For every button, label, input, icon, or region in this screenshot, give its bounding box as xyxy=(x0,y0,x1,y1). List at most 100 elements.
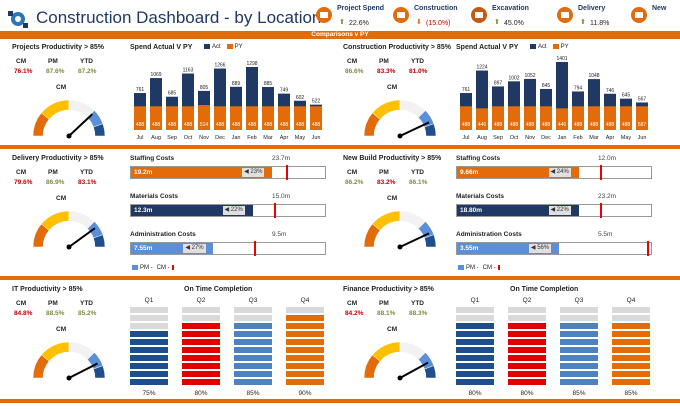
completion-cell xyxy=(130,339,168,345)
gauge-label: CM xyxy=(387,326,398,333)
cost-pct-tag: ◀ 22% xyxy=(222,206,245,215)
chart-title: Spend Actual V PY xyxy=(130,44,193,51)
arrow-down-icon: ⬇ xyxy=(416,19,422,26)
bar-py-label: 488 xyxy=(574,122,583,128)
x-tick-label: Jul xyxy=(136,135,143,141)
kpi-icon xyxy=(392,4,410,26)
completion-cell xyxy=(560,331,598,337)
kpi-col-value: 83.3% xyxy=(377,68,396,75)
kpi-col-label: PM xyxy=(379,300,389,307)
x-tick-label: Oct xyxy=(510,135,519,141)
completion-cell xyxy=(560,379,598,385)
completion-cell xyxy=(560,371,598,377)
completion-cell xyxy=(286,379,324,385)
completion-cell xyxy=(508,323,546,329)
x-tick-label: Nov xyxy=(525,135,535,141)
bar-value-label: 1069 xyxy=(150,72,161,78)
kpi-icon xyxy=(556,4,574,26)
bar-py-label: 488 xyxy=(606,122,615,128)
bar-value-label: 794 xyxy=(574,85,583,91)
gauge-hub xyxy=(66,375,72,381)
gauge-hub xyxy=(397,133,403,139)
kpi-col-value: 81.0% xyxy=(409,68,428,75)
kpi-col-label: PM xyxy=(379,169,389,176)
quarter-label: Q3 xyxy=(574,297,584,304)
completion-cell xyxy=(130,379,168,385)
cost-pct-tag: ◀ 24% xyxy=(548,168,571,177)
x-tick-label: Feb xyxy=(247,135,256,141)
gauge-hub xyxy=(397,375,403,381)
kpi-col-value: 88.5% xyxy=(46,310,65,317)
kpi-icon xyxy=(315,4,333,26)
productivity-title: Finance Productivity > 85% xyxy=(343,286,434,293)
page-title: Construction Dashboard - by Location xyxy=(36,8,322,27)
kpi-col-label: CM xyxy=(16,169,27,176)
gauge-segment xyxy=(372,99,401,120)
x-tick-label: Sep xyxy=(167,135,177,141)
kpi-col-label: CM xyxy=(16,58,27,65)
completion-cell xyxy=(508,331,546,337)
kpi-label: Delivery xyxy=(578,5,606,12)
kpi-col-value: 87.6% xyxy=(46,68,65,75)
kpi-col-value: 86.9% xyxy=(46,179,65,186)
legend-label-py: PY xyxy=(234,44,243,51)
kpi-col-label: CM xyxy=(347,58,358,65)
completion-cell xyxy=(508,347,546,353)
bar-py-label: 488 xyxy=(232,122,241,128)
kpi-value: 11.8% xyxy=(590,20,610,27)
bar-value-label: 522 xyxy=(312,99,321,105)
bar-py xyxy=(214,106,226,130)
bar-value-label: 897 xyxy=(494,80,503,86)
bar-py xyxy=(508,106,520,130)
legend-label-cm: CM - xyxy=(482,265,496,272)
productivity-title: Delivery Productivity > 85% xyxy=(12,155,104,162)
chart-legend: Act PY xyxy=(202,44,243,50)
gauge-segment xyxy=(372,210,401,231)
completion-cell xyxy=(612,315,650,321)
completion-cell xyxy=(234,371,272,377)
row-separator xyxy=(0,145,680,149)
completion-cell xyxy=(182,371,220,377)
arrow-up-icon: ⬆ xyxy=(339,19,345,26)
chart-legend: Act PY xyxy=(528,44,569,50)
quarter-pct: 75% xyxy=(142,390,156,397)
gauge xyxy=(357,334,443,384)
comparison-banner: Comparisons v PY xyxy=(0,31,680,39)
bar-value-label: 1163 xyxy=(183,68,194,74)
legend-label-py: PY xyxy=(560,44,569,51)
quarter-pct: 85% xyxy=(624,390,638,397)
completion-cell xyxy=(286,347,324,353)
cost-fill: 9.66m xyxy=(457,167,579,178)
completion-cell xyxy=(456,371,494,377)
bar-py xyxy=(246,106,258,130)
kpi-col-value: 83.1% xyxy=(78,179,97,186)
bar-py-label: 488 xyxy=(526,122,535,128)
gauge-segment xyxy=(372,341,401,362)
completion-cell xyxy=(182,339,220,345)
gauge-hub xyxy=(66,133,72,139)
completion-cell xyxy=(612,371,650,377)
completion-cell xyxy=(560,363,598,369)
bar-value-label: 845 xyxy=(542,83,551,89)
x-tick-label: Mar xyxy=(263,135,273,141)
completion-cell xyxy=(182,355,220,361)
cost-pct-tag: ◀ 23% xyxy=(242,168,265,177)
bar-py-label: 488 xyxy=(312,122,321,128)
cost-legend: PM - CM - xyxy=(456,265,502,271)
target-marker xyxy=(254,241,257,256)
kpi-col-label: PM xyxy=(379,58,389,65)
cost-pct-tag: ◀ 22% xyxy=(548,206,571,215)
completion-cell xyxy=(182,331,220,337)
bar-py-label: 587 xyxy=(638,122,647,128)
target-marker xyxy=(600,203,603,218)
completion-cell xyxy=(286,339,324,345)
bar-py-label: 488 xyxy=(590,122,599,128)
kpi-col-value: 86.6% xyxy=(345,68,364,75)
x-tick-label: Apr xyxy=(280,135,289,141)
kpi-col-label: YTD xyxy=(80,58,93,65)
bar-py-label: 488 xyxy=(216,122,225,128)
completion-cell xyxy=(560,355,598,361)
kpi-icon xyxy=(630,4,648,26)
kpi-col-label: CM xyxy=(16,300,27,307)
kpi-col-label: YTD xyxy=(411,58,424,65)
